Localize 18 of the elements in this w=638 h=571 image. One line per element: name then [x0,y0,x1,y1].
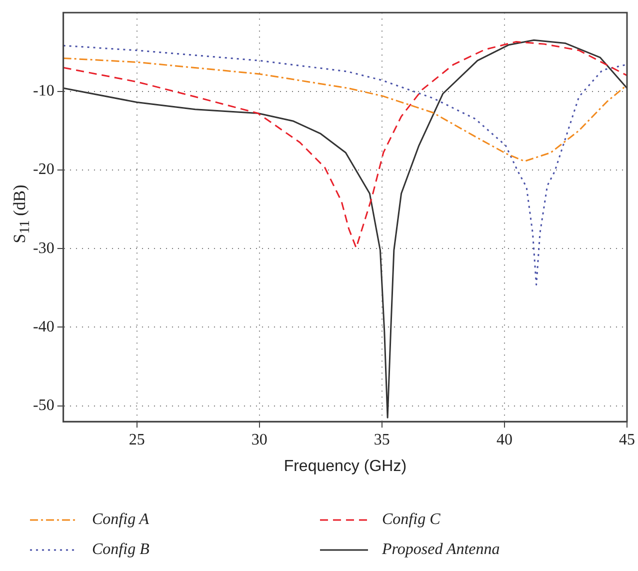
x-tick-label: 45 [619,431,635,448]
y-tick-label: -20 [33,161,54,178]
line-series [63,40,627,249]
x-tick-label: 30 [251,431,268,448]
line-series [63,44,627,286]
line-series [63,57,627,162]
x-axis-title: Frequency (GHz) [284,458,407,475]
y-tick-label: -10 [33,82,54,100]
x-tick-label: 25 [128,431,145,448]
legend-label: Config B [92,541,150,559]
x-tick-label: 40 [496,431,512,448]
y-tick-label: -50 [33,397,54,414]
legend-label: Config A [92,511,150,529]
legend-label: Proposed Antenna [382,541,500,559]
legend-label: Config C [382,511,440,529]
x-tick-label: 35 [374,431,390,448]
y-tick-label: -30 [33,240,54,257]
y-tick-label: -40 [33,318,54,336]
